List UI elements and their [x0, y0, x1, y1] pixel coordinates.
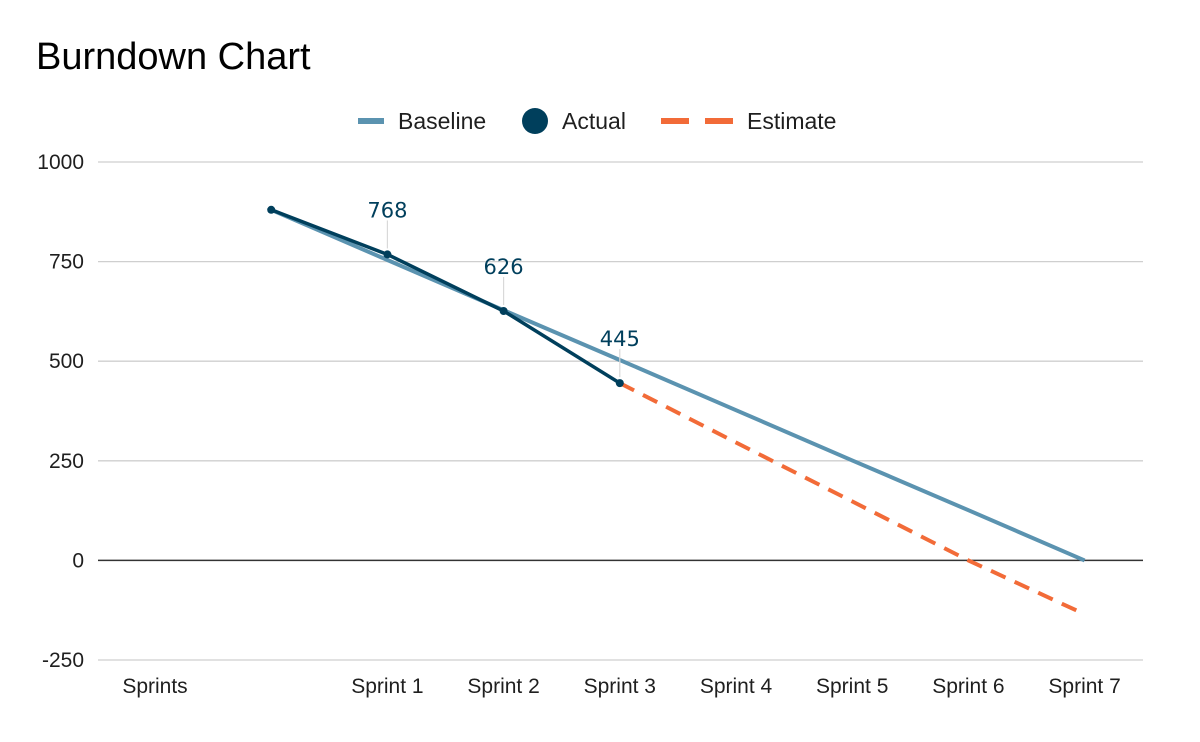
- data-point-actual: [615, 379, 624, 388]
- y-tick-label: 0: [72, 549, 84, 572]
- data-point-actual: [383, 250, 392, 259]
- data-point-actual: [499, 307, 508, 316]
- x-tick-label: Sprint 5: [816, 675, 888, 698]
- legend-label-estimate: Estimate: [747, 107, 837, 134]
- chart-title: Burndown Chart: [36, 36, 311, 78]
- x-tick-label: Sprint 2: [467, 675, 539, 698]
- legend-label-baseline: Baseline: [398, 107, 487, 134]
- x-tick-label: Sprint 7: [1048, 675, 1120, 698]
- y-tick-label: -250: [42, 649, 84, 672]
- x-tick-label: Sprint 1: [351, 675, 423, 698]
- y-tick-label: 500: [49, 350, 84, 373]
- data-label-actual: 445: [600, 327, 640, 351]
- x-tick-label: Sprints: [122, 675, 187, 698]
- data-point-actual: [267, 205, 276, 214]
- data-label-actual: 626: [484, 255, 524, 279]
- x-tick-label: Sprint 4: [700, 675, 773, 698]
- legend-item-baseline: Baseline: [358, 106, 486, 136]
- legend-item-estimate: Estimate: [661, 106, 836, 136]
- x-tick-label: Sprint 6: [932, 675, 1004, 698]
- x-tick-label: Sprint 3: [584, 675, 656, 698]
- series-line-estimate: [618, 381, 1086, 617]
- legend-swatch-baseline: [358, 118, 384, 124]
- y-tick-label: 750: [49, 251, 84, 274]
- legend-swatch-actual: [522, 108, 548, 134]
- y-tick-label: 1000: [37, 151, 84, 174]
- data-label-actual: 768: [367, 198, 407, 222]
- legend-swatch-estimate: [661, 118, 733, 124]
- chart-legend: Baseline Actual Estimate: [0, 106, 1200, 136]
- y-tick-label: 250: [49, 450, 84, 473]
- legend-label-actual: Actual: [562, 107, 626, 134]
- series-line-actual: [270, 208, 621, 385]
- legend-item-actual: Actual: [522, 106, 626, 136]
- series-line-baseline: [270, 207, 1086, 563]
